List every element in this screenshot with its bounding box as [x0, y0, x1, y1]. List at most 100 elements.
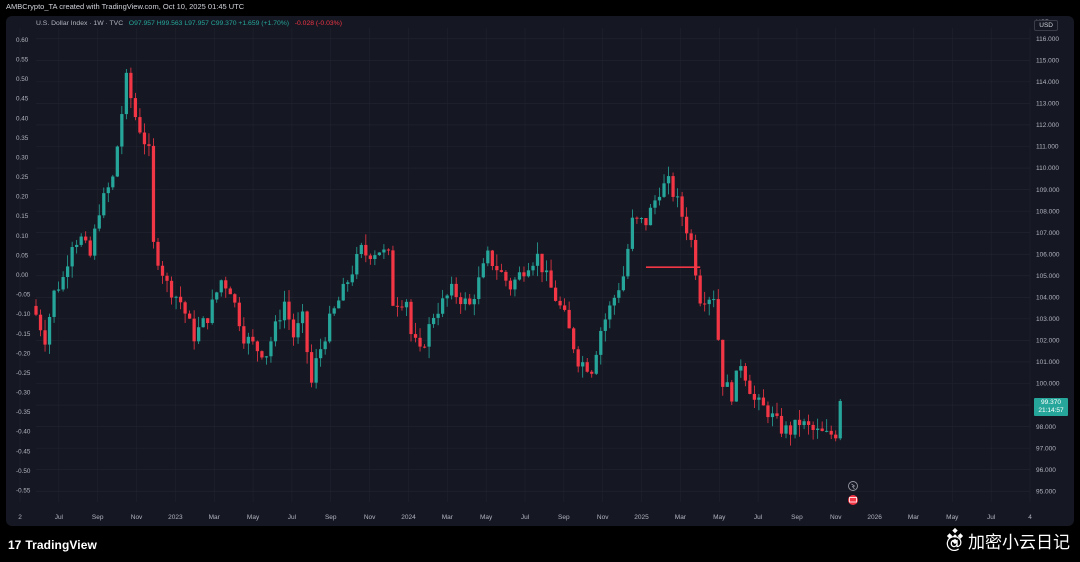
right-tick-label: 105.000 [1036, 273, 1060, 280]
time-tick-label: 2024 [401, 514, 416, 521]
candle-body [102, 193, 106, 216]
candle-body [648, 207, 653, 226]
left-tick-label: -0.15 [16, 331, 31, 338]
candle-body [694, 239, 698, 276]
candle-body [273, 321, 278, 342]
time-tick-label: May [946, 514, 959, 521]
high-value: H99.563 [156, 20, 183, 27]
binance-diamond-icon [946, 527, 963, 545]
candle-body [653, 200, 657, 208]
candle-body [269, 341, 273, 357]
left-tick-label: -0.55 [16, 487, 31, 494]
candle-body [802, 421, 806, 426]
time-tick-label: Nov [830, 514, 842, 521]
candle-body [395, 305, 400, 307]
time-tick-label: Nov [131, 514, 143, 521]
candle-body [355, 254, 359, 275]
candlestick-chart[interactable]: 0.60 0.55 0.50 0.45 0.40 0.35 0.30 0.25 0.20 0.15… [6, 16, 1074, 526]
candle-body [47, 316, 52, 345]
candle-body [246, 336, 250, 344]
candle-body [129, 72, 133, 99]
candle-body [255, 341, 260, 352]
right-tick-label: 110.000 [1036, 165, 1059, 172]
candle-body [612, 297, 616, 306]
candle-body [215, 292, 219, 300]
left-tick-label: 0.25 [16, 174, 29, 181]
candle-body [666, 176, 671, 184]
right-tick-label: 109.000 [1036, 187, 1060, 194]
candle-body [459, 297, 463, 305]
candle-body [662, 183, 666, 197]
left-tick-label: 0.10 [16, 233, 29, 240]
candle-body [472, 298, 476, 305]
candle-body [784, 425, 788, 434]
candle-body [404, 301, 409, 308]
candle-body [382, 249, 386, 253]
candle-body [572, 328, 576, 350]
candle-body [314, 358, 318, 383]
candle-body [825, 430, 829, 432]
time-tick-label: Mar [209, 514, 221, 521]
candle-body [291, 319, 296, 338]
candle-body [219, 280, 223, 293]
candle-body [770, 413, 775, 418]
chart-panel[interactable]: 0.60 0.55 0.50 0.45 0.40 0.35 0.30 0.25 0.20 0.15… [6, 16, 1074, 526]
left-tick-label: 0.35 [16, 135, 29, 142]
candle-body [445, 295, 449, 299]
right-tick-label: 104.000 [1036, 295, 1060, 302]
candle-body [590, 371, 594, 374]
time-tick-label: Sep [92, 514, 104, 521]
candle-body [237, 302, 241, 327]
candle-body [698, 275, 702, 304]
candle-body [337, 300, 341, 309]
right-tick-label: 100.000 [1036, 381, 1060, 388]
candle-body [576, 349, 580, 367]
time-tick-label: Sep [558, 514, 570, 521]
left-tick-label: 0.50 [16, 76, 29, 83]
candle-body [508, 280, 513, 290]
candle-body [454, 283, 458, 298]
candle-body [192, 318, 196, 342]
time-tick-label: Nov [364, 514, 376, 521]
time-tick-label: 2025 [634, 514, 649, 521]
candle-body [323, 341, 327, 350]
candle-body [364, 244, 368, 256]
candle-body [712, 299, 716, 301]
candle-body [779, 415, 784, 434]
time-tick-label: Jul [987, 514, 996, 521]
candle-body [260, 351, 264, 358]
event-markers[interactable] [848, 481, 858, 506]
right-tick-label: 112.000 [1036, 122, 1059, 129]
candle-body [838, 400, 842, 439]
right-tick-label: 115.000 [1036, 58, 1059, 65]
candle-body [75, 244, 79, 248]
dividend-icon[interactable] [848, 481, 858, 491]
candle-body [409, 301, 413, 335]
lightning-icon [851, 483, 856, 490]
candle-body [630, 217, 635, 249]
candle-body [56, 289, 61, 291]
currency-button[interactable]: USD [1034, 20, 1058, 31]
candle-body [422, 346, 427, 348]
right-axis: 116.000 115.000 114.000 113.000 112.000 111.0… [1036, 19, 1060, 495]
time-tick-label: May [480, 514, 493, 521]
candle-body [300, 311, 305, 324]
candle-body [504, 271, 508, 281]
candle-body [540, 253, 544, 273]
candle-body [626, 248, 630, 277]
candle-body [495, 265, 499, 271]
candle-body [52, 290, 56, 317]
tradingview-brand[interactable]: 17 TradingView [8, 535, 97, 555]
candle-body [477, 277, 481, 299]
candle-body [816, 428, 820, 430]
candle-body [156, 241, 160, 266]
candle-body [228, 288, 232, 295]
right-tick-label: 111.000 [1036, 144, 1059, 151]
candle-body [811, 424, 815, 430]
candle-body [707, 299, 711, 305]
symbol-label: U.S. Dollar Index · 1W · TVC [36, 20, 124, 27]
candle-body [522, 272, 526, 277]
right-tick-label: 98.000 [1036, 424, 1056, 431]
left-tick-label: -0.45 [16, 448, 31, 455]
candle-body [400, 306, 404, 308]
